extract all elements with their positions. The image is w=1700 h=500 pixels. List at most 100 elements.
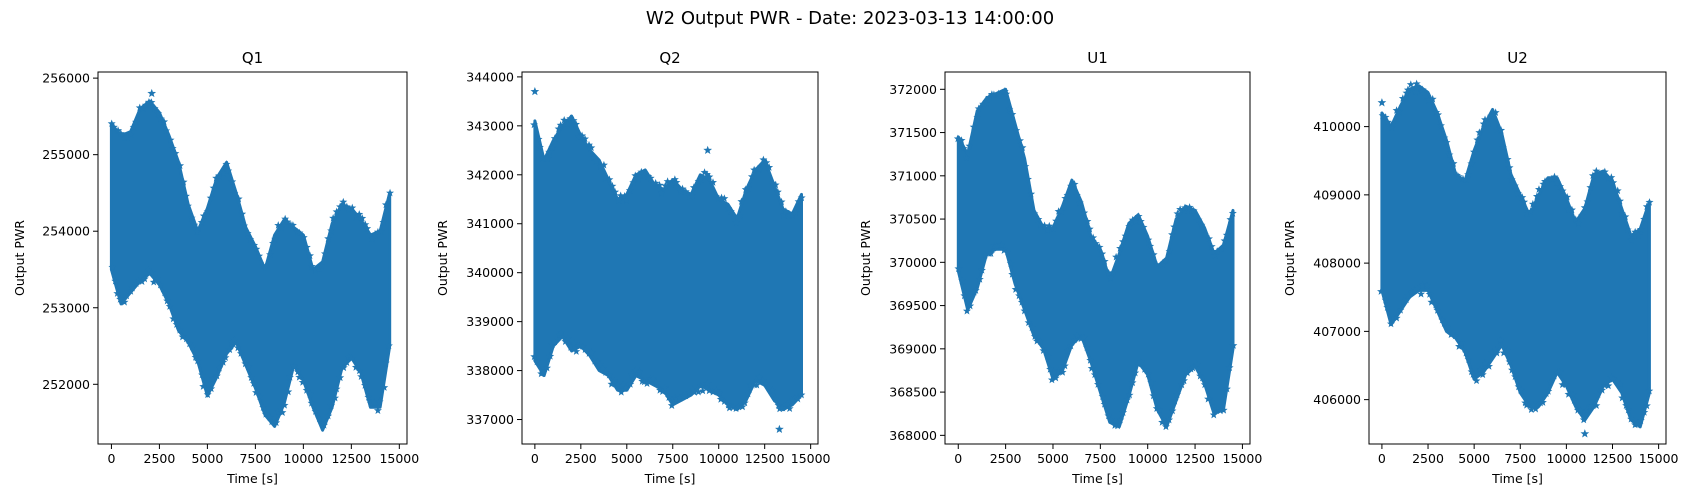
scatter-point (1396, 306, 1405, 314)
scatter-point (750, 165, 759, 174)
scatter-point (746, 380, 755, 389)
scatter-point (1475, 128, 1484, 136)
scatter-point (556, 328, 565, 337)
scatter-point (709, 387, 718, 396)
scatter-point (688, 191, 697, 199)
scatter-point (698, 386, 707, 395)
scatter-point (598, 364, 607, 373)
scatter-point (307, 398, 316, 407)
y-tick-label: 253000 (42, 300, 90, 315)
scatter-point (215, 363, 224, 372)
scatter-point (778, 403, 787, 412)
scatter-point (238, 209, 247, 218)
scatter-point (373, 227, 382, 236)
scatter-point (140, 274, 149, 283)
scatter-point (1543, 178, 1552, 187)
scatter-point (1631, 420, 1640, 429)
scatter-point (1140, 365, 1149, 373)
scatter-point (619, 380, 628, 389)
y-tick-label: 371000 (889, 168, 937, 183)
scatter-point (1410, 286, 1419, 295)
scatter-point (233, 343, 242, 352)
scatter-point (664, 393, 673, 402)
y-tick-label: 370500 (889, 212, 937, 227)
scatter-point (791, 208, 800, 216)
scatter-point (981, 250, 990, 259)
scatter-point (1472, 376, 1481, 385)
scatter-point (578, 342, 587, 350)
scatter-point (116, 295, 125, 303)
y-tick-label: 406000 (1313, 392, 1361, 407)
scatter-point (740, 398, 749, 407)
scatter-point (537, 369, 546, 378)
scatter-point (689, 183, 698, 191)
scatter-point (1627, 235, 1636, 244)
scatter-point (1425, 290, 1434, 298)
scatter-point (1467, 367, 1476, 376)
ticks-q1: 0 2500 5000 7500 10000 12500 15000 252000 253000… (42, 71, 419, 466)
scatter-point (974, 104, 983, 113)
scatter-point (1089, 233, 1098, 242)
scatter-point (1119, 237, 1127, 246)
scatter-point (954, 264, 963, 273)
x-tick-label: 0 (954, 451, 962, 466)
scatter-point (629, 178, 638, 187)
scatter-point (1532, 192, 1541, 200)
scatter-point (267, 417, 276, 426)
scatter-point (1631, 227, 1640, 236)
scatter-point (244, 362, 253, 371)
scatter-point (199, 382, 208, 390)
scatter-point (587, 143, 596, 152)
scatter-point (1479, 119, 1488, 128)
x-tick-label: 2500 (144, 451, 176, 466)
scatter-point (554, 124, 563, 133)
y-tick-label: 340000 (466, 265, 514, 280)
scatter-point (543, 363, 552, 372)
scatter-point (1636, 416, 1645, 424)
scatter-point (311, 407, 320, 415)
scatter-point (250, 241, 259, 249)
scatter-point (1583, 197, 1592, 206)
scatter-point (705, 386, 714, 395)
scatter-point (193, 356, 202, 365)
scatter-point (1457, 339, 1466, 347)
y-tick-label: 369000 (889, 341, 937, 356)
scatter-point (599, 160, 608, 169)
scatter-point (994, 89, 1003, 98)
scatter-point (1616, 380, 1625, 388)
scatter-point (975, 275, 984, 283)
scatter-point (1008, 110, 1017, 118)
scatter-point (149, 277, 158, 286)
scatter-point (1073, 331, 1082, 340)
scatter-point (199, 211, 208, 220)
y-tick-label: 255000 (42, 147, 90, 162)
scatter-point (732, 218, 741, 226)
outlier-point (775, 424, 784, 434)
x-tick-label: 7500 (657, 451, 689, 466)
scatter-point (1492, 348, 1501, 357)
scatter-point (1389, 118, 1398, 127)
scatter-point (648, 374, 657, 383)
scatter-point (318, 419, 327, 427)
scatter-point (1536, 398, 1545, 407)
scatter-point (1170, 396, 1179, 405)
y-tick-label: 372000 (889, 82, 937, 97)
scatter-point (307, 262, 316, 270)
scatter-point (572, 347, 581, 355)
scatter-point (1636, 225, 1645, 233)
scatter-point (985, 93, 994, 101)
scatter-point (1527, 405, 1536, 414)
scatter-point (179, 177, 188, 186)
scatter-point (969, 122, 978, 131)
scatter-point (962, 306, 971, 315)
scatter-point (979, 99, 988, 108)
scatter-point (332, 207, 341, 216)
scatter-point (714, 194, 723, 202)
scatter-point (1090, 370, 1099, 379)
y-tick-label: 343000 (466, 118, 514, 133)
y-tick-label: 368500 (889, 385, 937, 400)
scatter-point (203, 390, 212, 399)
scatter-point (1057, 207, 1066, 216)
scatter-point (1568, 390, 1577, 399)
x-tick-label: 15000 (379, 451, 419, 466)
